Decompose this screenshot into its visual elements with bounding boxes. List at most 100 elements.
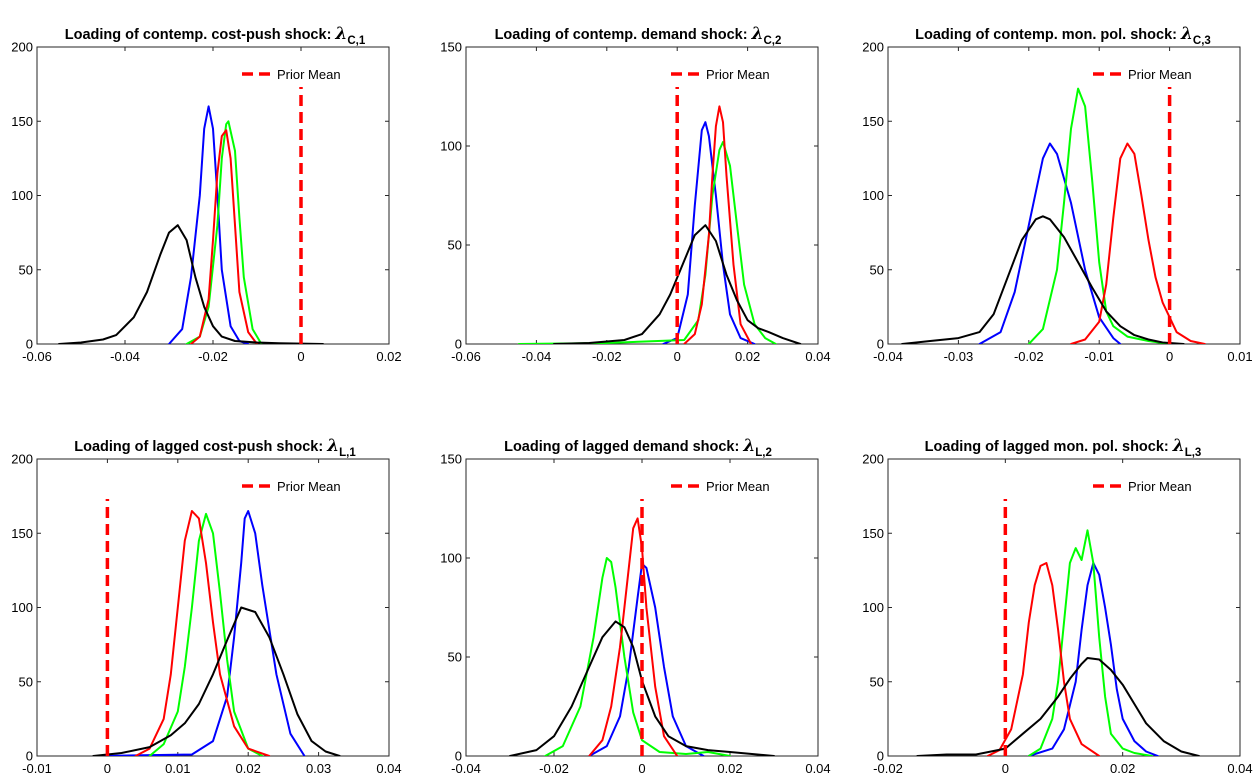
- x-tick-label: -0.02: [539, 761, 569, 776]
- y-tick-label: 100: [862, 600, 884, 615]
- y-tick-label: 200: [862, 452, 884, 467]
- series-line-2: [517, 141, 777, 344]
- x-tick-label: -0.06: [451, 349, 481, 364]
- x-tick-label: -0.02: [198, 349, 228, 364]
- panel-title: Loading of contemp. mon. pol. shock: λC,…: [915, 24, 1211, 47]
- x-tick-label: 0.02: [236, 761, 261, 776]
- x-tick-label: -0.02: [1014, 349, 1044, 364]
- y-tick-label: 0: [26, 337, 33, 352]
- axes-box: [465, 46, 819, 345]
- x-tick-label: -0.04: [522, 349, 552, 364]
- y-tick-label: 0: [877, 337, 884, 352]
- series-line-1: [99, 510, 306, 756]
- series-line-2: [1027, 87, 1171, 344]
- x-tick-label: -0.02: [873, 761, 903, 776]
- axes-box: [36, 458, 390, 757]
- panel-title: Loading of contemp. cost-push shock: λC,…: [65, 24, 366, 47]
- panel-title: Loading of lagged cost-push shock: λL,1: [74, 436, 356, 459]
- panel-5: Loading of lagged demand shock: λL,2 -0.0…: [440, 436, 830, 776]
- series-line-4: [916, 657, 1200, 756]
- series-line-1: [978, 142, 1122, 344]
- x-tick-label: -0.04: [451, 761, 481, 776]
- x-tick-label: 0.04: [805, 761, 830, 776]
- legend-label: Prior Mean: [277, 479, 341, 494]
- x-tick-label: 0: [674, 349, 681, 364]
- series-line-3: [190, 129, 258, 344]
- x-tick-label: -0.02: [592, 349, 622, 364]
- x-tick-label: -0.04: [873, 349, 903, 364]
- title-symbol: λ: [742, 436, 755, 456]
- x-tick-label: 0.04: [1227, 761, 1252, 776]
- title-main: Loading of contemp. mon. pol. shock:: [915, 27, 1181, 43]
- y-tick-label: 150: [862, 114, 884, 129]
- series-line-1: [1027, 562, 1159, 756]
- axes-box: [36, 46, 390, 345]
- series-line-3: [986, 562, 1101, 756]
- x-tick-label: 0: [1002, 761, 1009, 776]
- y-tick-label: 50: [19, 674, 33, 689]
- x-tick-label: 0: [297, 349, 304, 364]
- y-tick-label: 50: [19, 262, 33, 277]
- series-line-4: [509, 620, 775, 756]
- title-subscript: L,1: [339, 447, 356, 459]
- title-main: Loading of lagged cost-push shock:: [74, 439, 327, 455]
- title-symbol: λ: [751, 24, 764, 44]
- panel-title: Loading of lagged mon. pol. shock: λL,3: [925, 436, 1202, 459]
- title-main: Loading of lagged mon. pol. shock:: [925, 439, 1173, 455]
- legend-label: Prior Mean: [1128, 67, 1192, 82]
- series-line-2: [185, 120, 263, 344]
- series-line-4: [92, 606, 341, 756]
- y-tick-label: 50: [870, 674, 884, 689]
- y-tick-label: 100: [11, 188, 33, 203]
- y-tick-label: 150: [440, 40, 462, 55]
- x-tick-label: 0.04: [376, 761, 401, 776]
- x-tick-label: 0.02: [376, 349, 401, 364]
- series-line-3: [683, 105, 753, 344]
- title-subscript: C,3: [1193, 35, 1211, 47]
- series-line-2: [148, 512, 264, 756]
- y-tick-label: 200: [862, 40, 884, 55]
- y-tick-label: 100: [440, 139, 462, 154]
- series-line-3: [1070, 142, 1206, 344]
- series-line-3: [134, 510, 271, 756]
- y-tick-label: 150: [440, 452, 462, 467]
- title-symbol: λ: [1172, 436, 1185, 456]
- series-line-1: [168, 105, 250, 344]
- panel-title: Loading of lagged demand shock: λL,2: [504, 436, 772, 459]
- title-subscript: L,2: [755, 447, 772, 459]
- title-subscript: C,2: [764, 35, 782, 47]
- panel-4: Loading of lagged cost-push shock: λL,1 -…: [11, 436, 401, 776]
- series-line-4: [901, 215, 1185, 344]
- panel-1: Loading of contemp. cost-push shock: λC,…: [11, 24, 401, 364]
- x-tick-label: 0.01: [165, 761, 190, 776]
- x-tick-label: 0.02: [735, 349, 760, 364]
- legend-label: Prior Mean: [1128, 479, 1192, 494]
- x-tick-label: 0.03: [306, 761, 331, 776]
- title-subscript: C,1: [347, 35, 366, 47]
- y-tick-label: 150: [862, 526, 884, 541]
- x-tick-label: -0.01: [1084, 349, 1114, 364]
- y-tick-label: 150: [11, 114, 33, 129]
- series-line-2: [544, 557, 731, 756]
- legend-label: Prior Mean: [277, 67, 341, 82]
- x-tick-label: -0.06: [22, 349, 52, 364]
- legend-label: Prior Mean: [706, 67, 770, 82]
- panel-title: Loading of contemp. demand shock: λC,2: [495, 24, 782, 47]
- y-tick-label: 0: [455, 749, 462, 764]
- title-main: Loading of contemp. cost-push shock:: [65, 27, 336, 43]
- y-tick-label: 150: [11, 526, 33, 541]
- series-line-3: [588, 517, 679, 756]
- legend-label: Prior Mean: [706, 479, 770, 494]
- y-tick-label: 50: [448, 650, 462, 665]
- y-tick-label: 200: [11, 40, 33, 55]
- title-main: Loading of lagged demand shock:: [504, 439, 743, 455]
- x-tick-label: 0.02: [717, 761, 742, 776]
- y-tick-label: 0: [26, 749, 33, 764]
- series-line-4: [58, 224, 324, 344]
- panel-6: Loading of lagged mon. pol. shock: λL,3 -…: [862, 436, 1252, 776]
- x-tick-label: 0.01: [1227, 349, 1252, 364]
- x-tick-label: 0.02: [1110, 761, 1135, 776]
- y-tick-label: 200: [11, 452, 33, 467]
- series-line-4: [553, 224, 802, 344]
